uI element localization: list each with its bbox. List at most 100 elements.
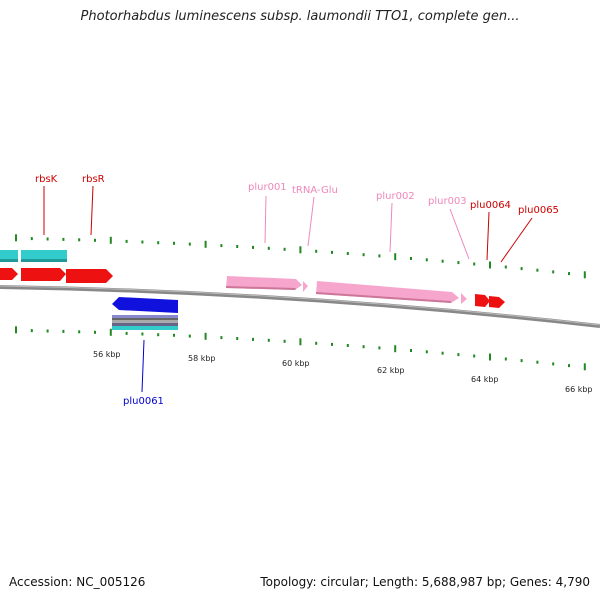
tick-mark xyxy=(568,272,570,276)
tick-mark xyxy=(78,238,81,242)
tick-mark xyxy=(141,332,144,336)
tick-mark xyxy=(173,333,175,337)
label-plur003[interactable]: plur003 xyxy=(428,196,467,207)
tick-mark xyxy=(536,268,539,272)
tick-mark xyxy=(173,241,175,245)
tick-mark xyxy=(283,247,286,251)
tick-mark xyxy=(30,329,33,333)
gene-plu0064[interactable] xyxy=(475,294,490,307)
scale-label: 58 kbp xyxy=(188,354,216,363)
tick-mark xyxy=(331,250,333,254)
scale-label: 64 kbp xyxy=(471,375,499,384)
tick-mark xyxy=(15,326,17,334)
tick-mark xyxy=(473,262,476,266)
tick-mark xyxy=(315,249,318,253)
scale-label: 62 kbp xyxy=(377,366,405,375)
tick-mark xyxy=(46,237,49,241)
tick-mark xyxy=(410,349,412,352)
tick-mark xyxy=(583,363,586,371)
tick-mark xyxy=(552,362,555,366)
tick-mark xyxy=(220,244,223,248)
tick-mark xyxy=(583,271,586,279)
gene-teal-1[interactable] xyxy=(0,250,18,261)
label-plur002[interactable]: plur002 xyxy=(376,191,415,202)
tick-mark xyxy=(220,336,223,340)
gene-teal-2[interactable] xyxy=(21,250,67,261)
tick-mark xyxy=(520,267,523,271)
label-plu0064[interactable]: plu0064 xyxy=(470,200,511,211)
tick-mark xyxy=(267,246,270,250)
label-plu0065[interactable]: plu0065 xyxy=(518,205,559,216)
feature-trna-glu[interactable] xyxy=(303,281,308,292)
accession-text: Accession: NC_005126 xyxy=(9,575,146,589)
tick-mark xyxy=(425,258,428,262)
label-plur001[interactable]: plur001 xyxy=(248,182,287,193)
tick-mark xyxy=(568,364,570,368)
tick-mark xyxy=(267,338,270,342)
tick-mark xyxy=(536,360,539,364)
genome-backbone xyxy=(0,285,600,328)
tick-mark xyxy=(62,237,65,241)
map-title: Photorhabdus luminescens subsp. laumondi… xyxy=(80,9,520,24)
tick-mark xyxy=(62,329,65,333)
tick-mark xyxy=(473,354,476,358)
tick-mark xyxy=(157,241,160,245)
tick-mark xyxy=(457,353,460,357)
tick-mark xyxy=(94,330,96,334)
gene-plu0065[interactable] xyxy=(489,296,505,308)
gene-red-1[interactable] xyxy=(0,268,18,280)
tick-mark xyxy=(252,245,254,249)
tick-mark xyxy=(157,333,160,337)
tick-mark xyxy=(378,254,381,258)
tick-mark xyxy=(362,345,365,349)
tick-mark xyxy=(15,234,17,242)
tick-mark xyxy=(204,240,207,248)
tick-mark xyxy=(283,339,286,343)
tick-mark xyxy=(346,252,349,255)
tick-mark xyxy=(315,341,318,345)
tick-mark xyxy=(489,353,491,361)
tick-mark xyxy=(252,337,254,341)
tick-mark xyxy=(457,261,460,265)
tick-mark xyxy=(141,240,144,244)
tick-mark xyxy=(425,350,428,354)
tick-mark xyxy=(30,237,33,241)
gene-rbsK[interactable] xyxy=(21,268,66,281)
tick-mark xyxy=(346,344,349,347)
tick-mark xyxy=(362,253,365,257)
tick-mark xyxy=(125,331,128,335)
scale-label: 60 kbp xyxy=(282,359,310,368)
label-rbsK[interactable]: rbsK xyxy=(35,174,58,185)
tick-mark xyxy=(188,334,191,338)
tick-mark xyxy=(410,257,412,260)
tick-mark xyxy=(489,261,491,269)
tick-mark xyxy=(378,346,381,350)
tick-mark xyxy=(236,245,239,248)
tick-mark xyxy=(299,246,302,254)
tick-mark xyxy=(188,242,191,246)
tick-mark xyxy=(125,239,128,243)
label-trna-glu[interactable]: tRNA-Glu xyxy=(292,185,338,196)
gene-plu0061[interactable] xyxy=(112,297,178,313)
tick-mark xyxy=(299,338,302,346)
label-rbsR[interactable]: rbsR xyxy=(82,174,105,185)
gene-rbsR[interactable] xyxy=(66,269,113,283)
lower-tick-track xyxy=(15,326,586,371)
tick-mark xyxy=(236,337,239,340)
summary-text: Topology: circular; Length: 5,688,987 bp… xyxy=(260,575,590,589)
tick-mark xyxy=(504,265,507,269)
feature-plur003[interactable] xyxy=(461,293,467,304)
tick-mark xyxy=(94,238,96,242)
tick-mark xyxy=(441,351,444,355)
tick-mark xyxy=(46,329,49,333)
tick-mark xyxy=(520,359,523,363)
tick-mark xyxy=(331,342,333,346)
tick-mark xyxy=(394,345,397,353)
feature-plur001[interactable] xyxy=(226,276,302,290)
scale-label: 56 kbp xyxy=(93,350,121,359)
tick-mark xyxy=(504,357,507,361)
tick-mark xyxy=(109,328,112,336)
label-plu0061[interactable]: plu0061 xyxy=(123,396,164,407)
feature-plur002[interactable] xyxy=(316,281,459,303)
